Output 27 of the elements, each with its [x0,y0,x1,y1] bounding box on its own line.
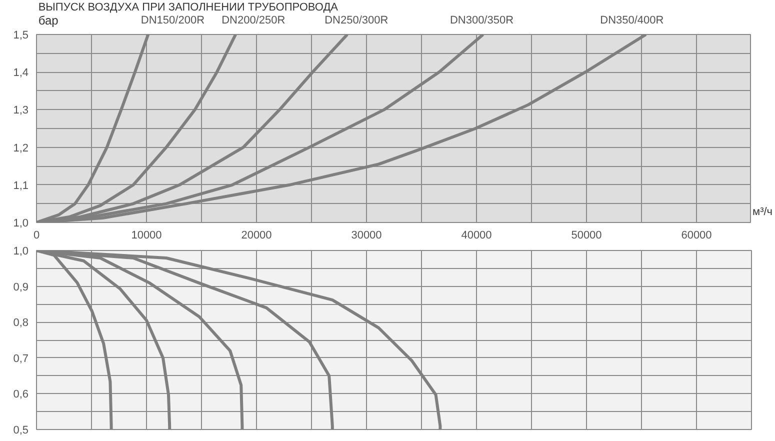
y-tick-label: 1,0 [13,218,29,230]
x-tick-label: 20000 [241,230,272,242]
y-tick-label: 1,4 [13,67,29,80]
x-tick-label: 40000 [461,230,492,242]
y-tick-label: 1,0 [13,246,29,258]
series-label: DN200/250R [222,14,286,26]
x-tick-label: 50000 [571,230,602,242]
series-label: DN150/200R [140,14,205,26]
y-axis-title: бар [38,14,59,28]
series-label: DN250/300R [324,14,388,26]
y-tick-label: 0,9 [13,281,29,294]
x-tick-label: 30000 [351,230,382,242]
y-tick-label: 0,6 [13,388,29,401]
x-tick-label: 10000 [131,230,162,242]
y-tick-label: 0,5 [13,424,29,436]
series-label: DN300/350R [450,14,514,26]
y-tick-label: 1,5 [13,30,29,42]
y-tick-label: 0,8 [13,317,29,330]
series-label: DN350/400R [600,14,664,26]
x-tick-label: 0 [33,230,40,242]
chart-title: ВЫПУСК ВОЗДУХА ПРИ ЗАПОЛНЕНИИ ТРУБОПРОВОДА [38,2,339,14]
y-tick-label: 1,2 [13,142,29,154]
x-tick-label: 60000 [681,230,712,242]
y-tick-label: 1,1 [13,180,29,192]
y-tick-label: 0,7 [13,352,29,365]
y-tick-label: 1,3 [13,104,29,117]
x-axis-title: м³/ч [752,206,773,218]
